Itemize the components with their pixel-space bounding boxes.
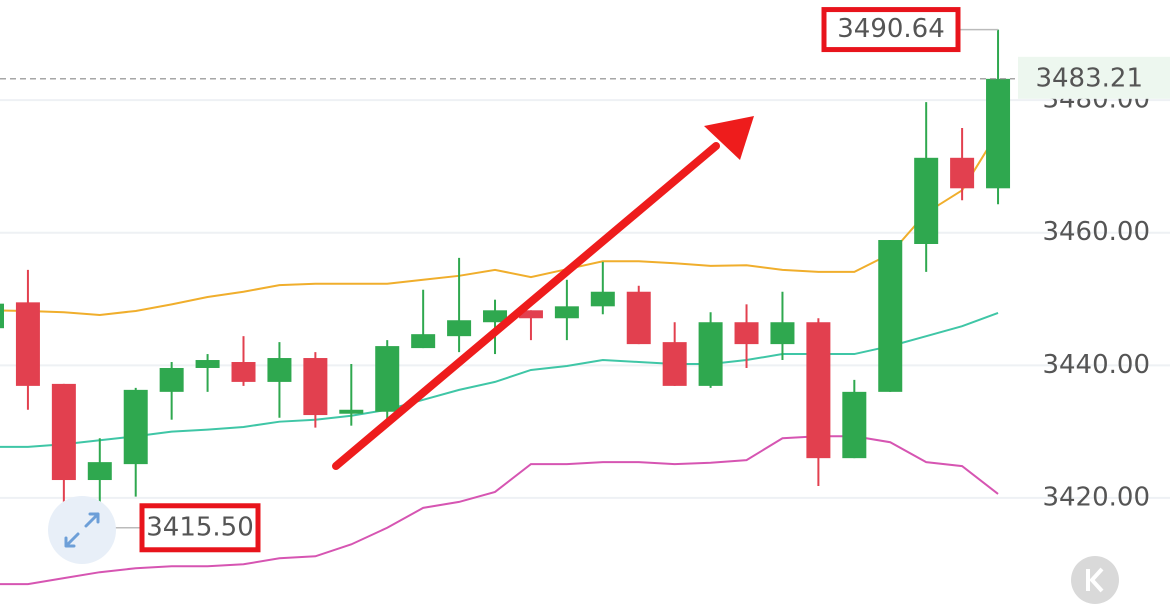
candle-body [339,409,364,414]
labels: 3483.21 3490.64 3415.50 [0,7,1170,553]
candle-body [698,322,723,386]
candle-body [87,462,112,481]
y-tick-label: 3420.00 [1042,482,1150,512]
candle-body [303,358,328,416]
expand-icon[interactable] [64,512,100,548]
candle-body [842,391,867,459]
expand-button[interactable] [48,496,116,564]
candle-body [950,157,975,189]
y-tick-label: 3460.00 [1042,217,1150,247]
candle-body [15,302,40,386]
candle-body [914,157,939,244]
candle-body [806,322,831,459]
candle-body [734,322,759,345]
max-box [821,7,961,53]
expand-bg[interactable] [48,496,116,564]
candle-body [554,306,579,319]
candles [0,29,1011,528]
last-price-bg [1018,56,1170,99]
candle-body [231,362,256,382]
candle-body [662,342,687,386]
candle-body [123,389,148,465]
trend-arrow [332,116,754,470]
candle-body [159,367,184,392]
candle-body [986,78,1011,189]
candle-body [878,240,903,392]
candle-body [195,360,220,368]
candle-body [590,291,615,307]
last-price-label: 3483.21 [1035,63,1143,93]
candle-body [447,320,472,337]
candle-body [626,291,651,345]
arrow-head [704,116,754,160]
indicator-line [0,131,999,316]
candle-body [0,303,4,329]
candle-body [483,310,508,323]
k-icon[interactable] [1086,567,1104,593]
max-label: 3490.64 [837,14,945,44]
candle-body [267,358,292,382]
candle-body [411,334,436,349]
k-button-bg[interactable] [1071,556,1119,604]
min-label: 3415.50 [146,512,254,542]
k-button[interactable] [1071,556,1119,604]
candle-body [375,346,400,412]
candle-body [51,383,76,481]
candle-body [770,322,795,345]
min-box [139,503,261,553]
candle-body [518,310,543,319]
arrow-shaft [332,142,720,470]
y-tick-label: 3440.00 [1042,350,1150,380]
